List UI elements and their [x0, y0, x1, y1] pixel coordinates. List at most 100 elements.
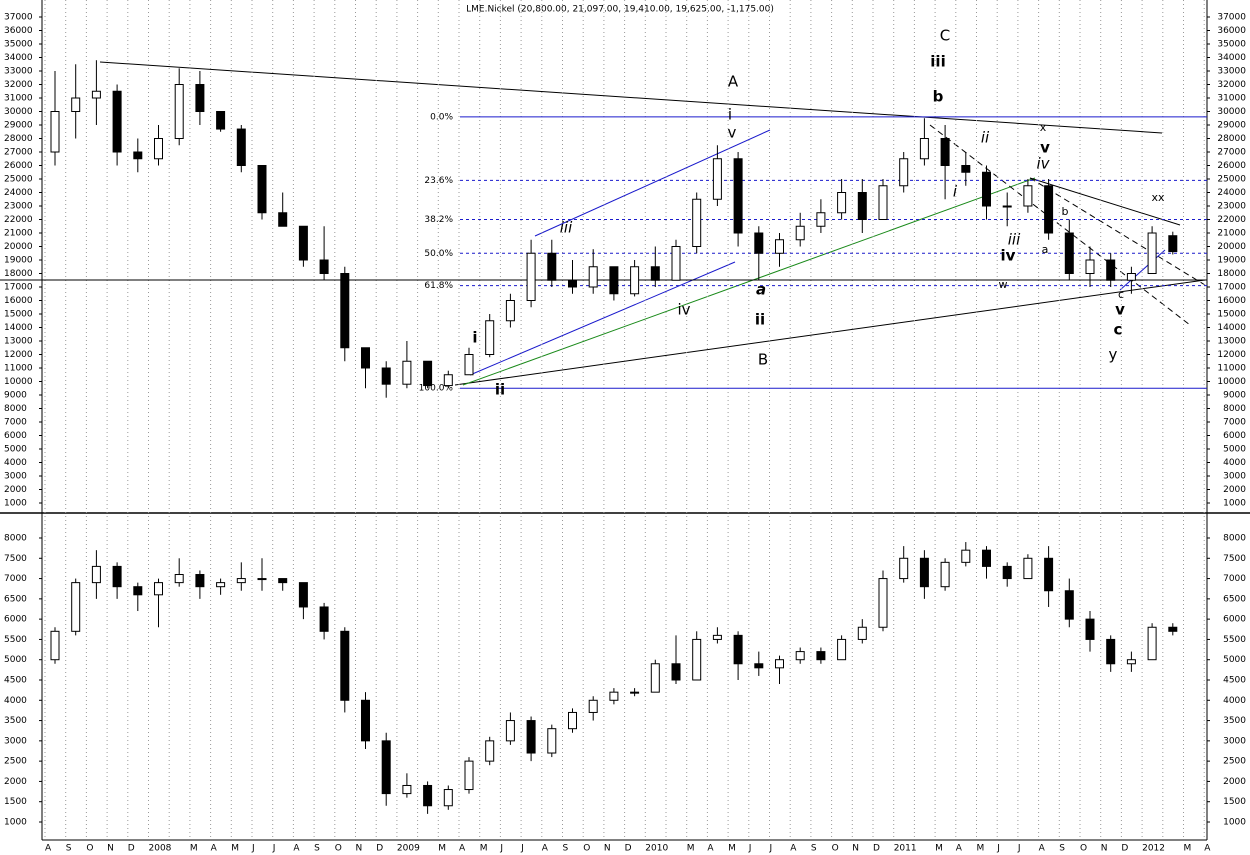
candle-body [505, 720, 515, 742]
x-tick-label: D [1121, 844, 1128, 854]
y-tick-label: 1500 [4, 797, 27, 807]
candle-body [919, 138, 929, 160]
y-tick-label: 23000 [4, 202, 33, 212]
candle-body [609, 266, 619, 295]
candle-body [712, 634, 722, 640]
y-tick-label: 6500 [4, 594, 27, 604]
y-tick-label: 7000 [4, 574, 27, 584]
x-tick-label: S [314, 844, 320, 854]
y-tick-label: 32000 [4, 80, 33, 90]
y-tick-label: 5000 [4, 444, 27, 454]
wave-label: B [758, 351, 768, 369]
candle-body [154, 582, 163, 596]
x-tick-label: A [542, 844, 549, 854]
x-tick-label: 2011 [894, 844, 917, 854]
x-tick-label: J [748, 844, 752, 854]
y-tick-label-right: 19000 [1217, 256, 1246, 266]
trendlines [99, 61, 1206, 386]
y-tick-label: 4000 [4, 696, 27, 706]
y-tick-label-right: 3500 [1223, 716, 1246, 726]
y-tick-label-right: 22000 [1217, 215, 1246, 225]
x-tick-label: D [128, 844, 135, 854]
candle-body [795, 225, 805, 241]
y-tick-label-right: 16000 [1217, 296, 1246, 306]
candle-body [112, 90, 122, 153]
wave-label: v [1040, 139, 1050, 157]
y-tick-label: 28000 [4, 134, 33, 144]
x-tick-label: J [996, 844, 1000, 854]
trendline [534, 129, 771, 237]
candle-body [899, 158, 909, 187]
x-tick-label: A [1039, 844, 1046, 854]
y-tick-label: 30000 [4, 107, 33, 117]
candle-body [754, 232, 764, 254]
candle-body [1023, 557, 1033, 580]
y-tick-label-right: 2000 [1223, 485, 1246, 495]
x-tick-label: N [107, 844, 114, 854]
candle-body [278, 578, 288, 584]
candle-body [1126, 659, 1136, 665]
x-tick-label: N [1101, 844, 1108, 854]
candle-body [298, 582, 308, 608]
candle-body [816, 212, 826, 227]
wave-label: i [728, 106, 732, 124]
y-tick-label: 33000 [4, 67, 33, 77]
y-tick-label: 14000 [4, 323, 33, 333]
candle-body [878, 578, 888, 628]
y-tick-label-right: 1500 [1223, 797, 1246, 807]
candle-body [1106, 259, 1116, 281]
x-tick-label: J [769, 844, 773, 854]
candle-body [1044, 185, 1054, 234]
candle-body [630, 266, 640, 295]
candle-body [982, 171, 991, 207]
y-tick-label-right: 17000 [1217, 283, 1246, 293]
candle-body [650, 266, 660, 281]
x-tick-label: A [459, 844, 466, 854]
x-tick-label: D [376, 844, 383, 854]
x-tick-label: M [438, 844, 446, 854]
candle-body [650, 663, 660, 693]
y-tick-label: 15000 [4, 310, 33, 320]
y-tick-label: 5500 [4, 635, 27, 645]
candle-body [982, 549, 991, 567]
candle-body [423, 360, 433, 387]
candle-body [91, 565, 101, 584]
x-tick-label: A [707, 844, 714, 854]
candle-body [174, 574, 184, 584]
candle-body [733, 634, 743, 665]
y-tick-label: 19000 [4, 256, 33, 266]
wave-label: xx [1151, 191, 1165, 204]
x-tick-label: S [811, 844, 817, 854]
y-tick-label-right: 32000 [1217, 80, 1246, 90]
candle-body [1147, 232, 1157, 275]
wave-label: ii [981, 129, 990, 147]
candle-body [961, 549, 971, 563]
y-tick-label: 1000 [4, 498, 27, 508]
y-tick-label: 22000 [4, 215, 33, 225]
x-tick-label: O [86, 844, 93, 854]
y-tick-label-right: 5500 [1223, 635, 1246, 645]
y-tick-label: 34000 [4, 53, 33, 63]
candle-body [381, 367, 391, 385]
x-tick-label: D [873, 844, 880, 854]
candle-body [837, 638, 847, 661]
x-tick-label: S [1059, 844, 1065, 854]
y-tick-label-right: 18000 [1217, 269, 1246, 279]
y-tick-label: 7500 [4, 554, 27, 564]
y-tick-label-right: 9000 [1223, 390, 1246, 400]
candle-body [940, 561, 950, 588]
candle-body [174, 84, 184, 140]
y-tick-label-right: 28000 [1217, 134, 1246, 144]
wave-label: y [1109, 346, 1118, 364]
y-tick-label-right: 1000 [1223, 498, 1246, 508]
x-tick-label: A [45, 844, 52, 854]
candle-body [195, 84, 205, 113]
y-tick-label: 4000 [4, 458, 27, 468]
candle-body [754, 663, 764, 669]
wave-label: iii [1008, 231, 1021, 249]
wave-label: iv [1036, 155, 1050, 173]
wave-label: w [999, 278, 1008, 291]
candle-body [588, 266, 598, 288]
y-tick-label: 12000 [4, 350, 33, 360]
candle-body [733, 158, 743, 234]
